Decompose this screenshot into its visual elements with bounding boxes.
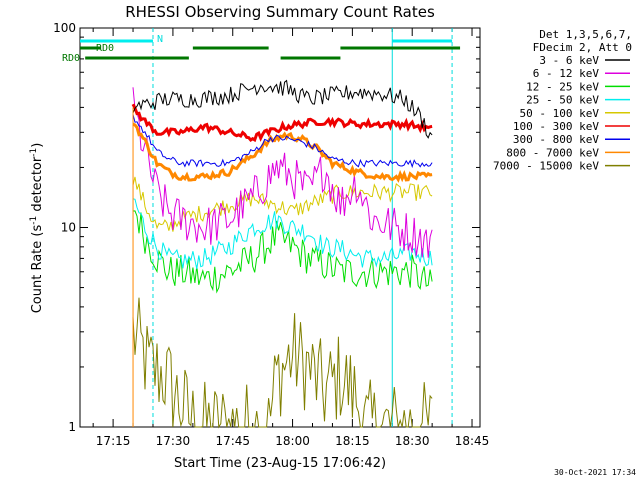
legend-label: 50 - 100 keV xyxy=(520,107,600,120)
y-tick-label: 10 xyxy=(61,221,76,235)
y-tick-label: 100 xyxy=(53,21,76,35)
series-line-s1 xyxy=(132,79,433,139)
marker-rd0-lower: RD0 xyxy=(62,53,80,64)
series-layer xyxy=(131,79,433,429)
series-line-s7 xyxy=(132,114,433,169)
legend-label: 800 - 7000 keV xyxy=(506,146,599,159)
x-tick-label: 17:30 xyxy=(156,434,191,448)
legend-label: 12 - 25 keV xyxy=(526,80,599,93)
x-tick-label: 18:30 xyxy=(395,434,430,448)
x-axis-label: Start Time (23-Aug-15 17:06:42) xyxy=(174,456,386,471)
x-tick-label: 18:45 xyxy=(455,434,490,448)
x-tick-label: 18:15 xyxy=(335,434,370,448)
x-tick-label: 17:15 xyxy=(96,434,131,448)
marker-rd0-upper: RD0 xyxy=(96,43,114,54)
series-line-s3 xyxy=(132,210,433,294)
legend-label: 3 - 6 keV xyxy=(539,54,599,67)
interval-lines xyxy=(152,28,453,427)
series-line-s4 xyxy=(132,198,433,270)
legend-header-1: Det 1,3,5,6,7, xyxy=(539,28,632,41)
series-line-s6 xyxy=(131,103,433,143)
series-line-s8 xyxy=(132,122,433,183)
legend-label: 300 - 800 keV xyxy=(513,133,599,146)
x-tick-label: 18:00 xyxy=(275,434,310,448)
x-tick-labels: 17:15 17:30 17:45 18:00 18:15 18:30 18:45 xyxy=(96,434,490,448)
y-axis-label: Count Rate (s-1 detector-1) xyxy=(29,143,45,314)
legend-label: 7000 - 15000 keV xyxy=(493,160,599,173)
marker-n: N xyxy=(157,34,163,45)
footer-date: 30-Oct-2021 17:34 xyxy=(554,468,636,477)
legend-header-2: FDecim 2, Att 0 xyxy=(533,41,632,54)
x-tick-label: 17:45 xyxy=(215,434,250,448)
legend-label: 6 - 12 keV xyxy=(533,67,600,80)
legend-label: 100 - 300 keV xyxy=(513,120,599,133)
chart-title: RHESSI Observing Summary Count Rates xyxy=(125,3,435,21)
series-line-s2 xyxy=(132,87,433,258)
legend-label: 25 - 50 keV xyxy=(526,94,599,107)
y-tick-label: 1 xyxy=(68,420,76,434)
legend: Det 1,3,5,6,7, FDecim 2, Att 0 3 - 6 keV… xyxy=(493,28,632,173)
series-line-s9 xyxy=(132,297,433,429)
observing-bars xyxy=(80,39,461,60)
y-tick-labels: 1 10 100 xyxy=(53,21,76,434)
